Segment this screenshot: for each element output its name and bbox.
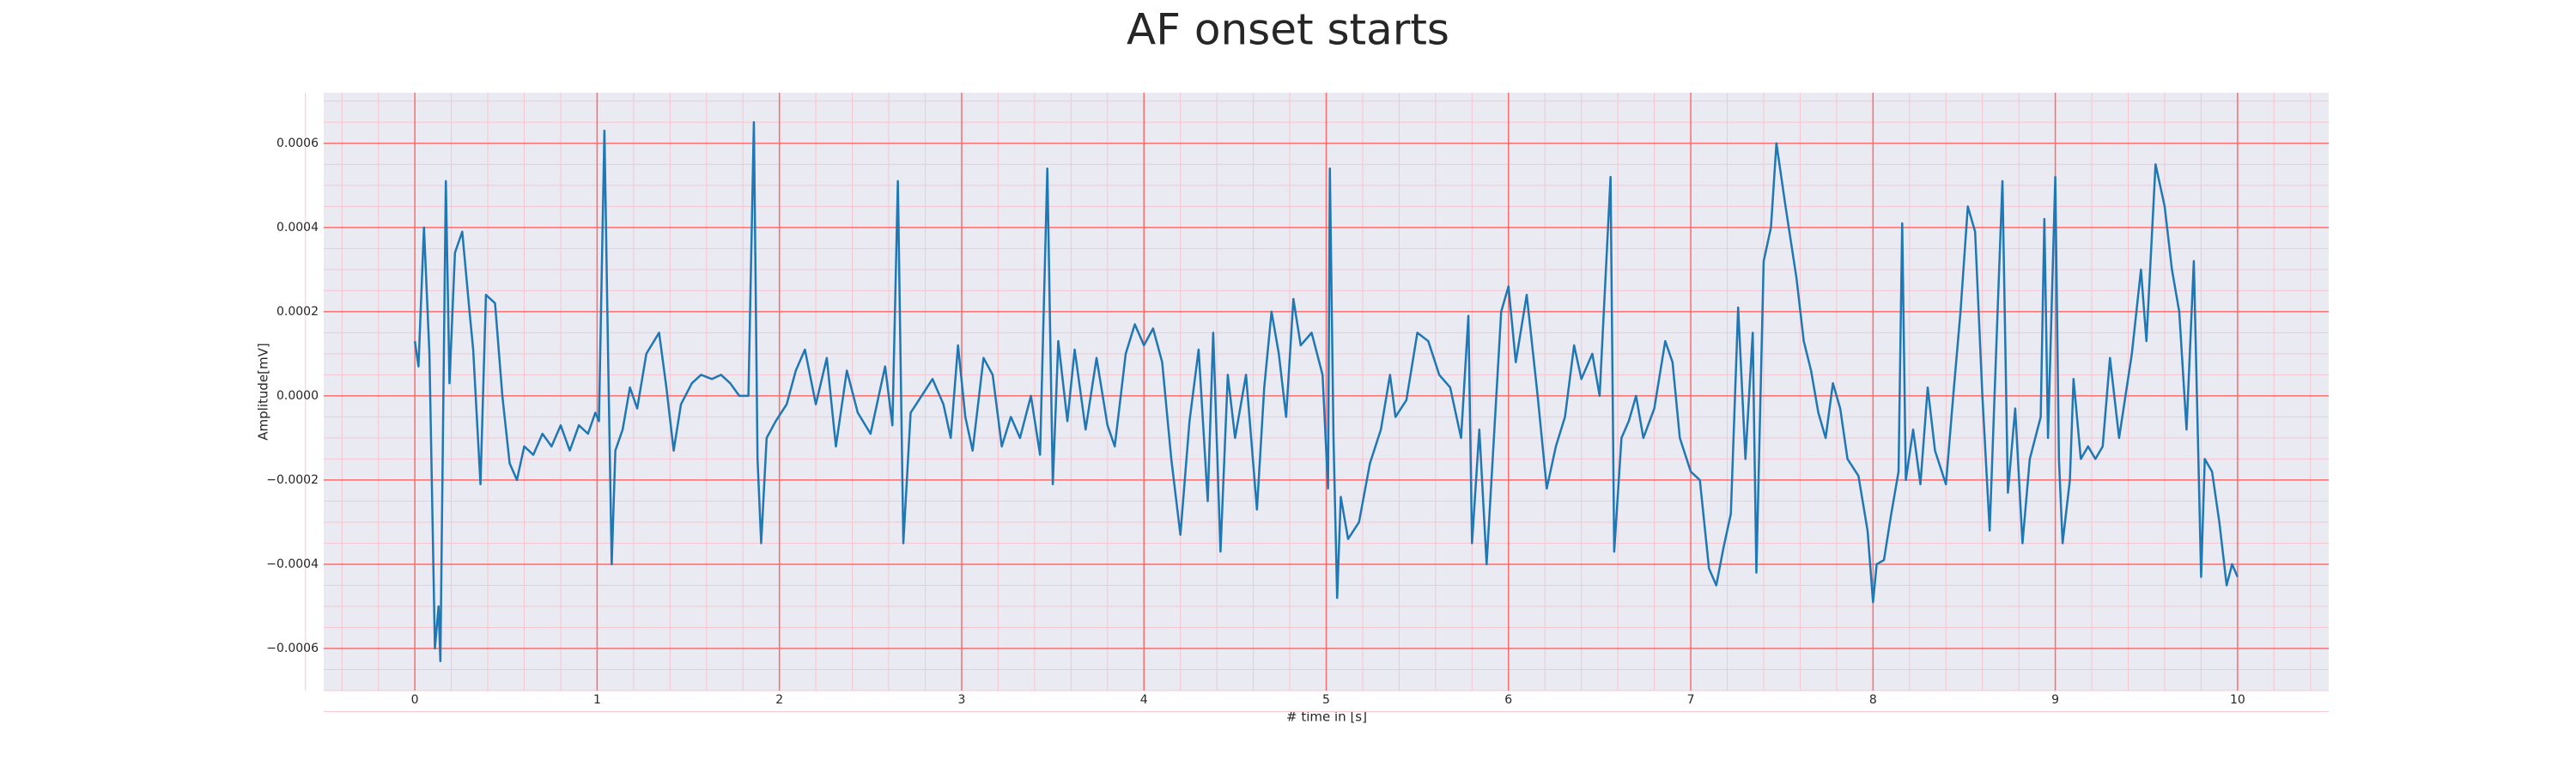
x-tick-label: 6: [1504, 693, 1512, 707]
x-tick-label: 3: [957, 693, 965, 707]
y-tick-label: 0.0006: [276, 137, 319, 150]
x-tick-label: 4: [1140, 693, 1148, 707]
x-tick-label: 9: [2051, 693, 2059, 707]
x-tick-label: 0: [411, 693, 419, 707]
y-axis-label: Amplitude[mV]: [256, 343, 271, 440]
y-tick-label: 0.0004: [276, 221, 319, 234]
x-tick-label: 7: [1687, 693, 1695, 707]
y-tick-label: −0.0006: [266, 642, 319, 655]
y-tick-label: 0.0002: [276, 305, 319, 319]
x-tick-label: 10: [2230, 693, 2245, 707]
y-tick-label: 0.0000: [276, 389, 319, 403]
chart-title: AF onset starts: [1127, 5, 1449, 55]
x-tick-label: 8: [1869, 693, 1877, 707]
y-tick-label: −0.0004: [266, 557, 319, 571]
x-axis-label: # time in [s]: [1286, 709, 1367, 725]
x-tick-label: 2: [775, 693, 783, 707]
data-line: [413, 121, 2239, 662]
y-tick-label: −0.0002: [266, 473, 319, 487]
x-tick-label: 1: [593, 693, 601, 707]
x-tick-label: 5: [1322, 693, 1330, 707]
